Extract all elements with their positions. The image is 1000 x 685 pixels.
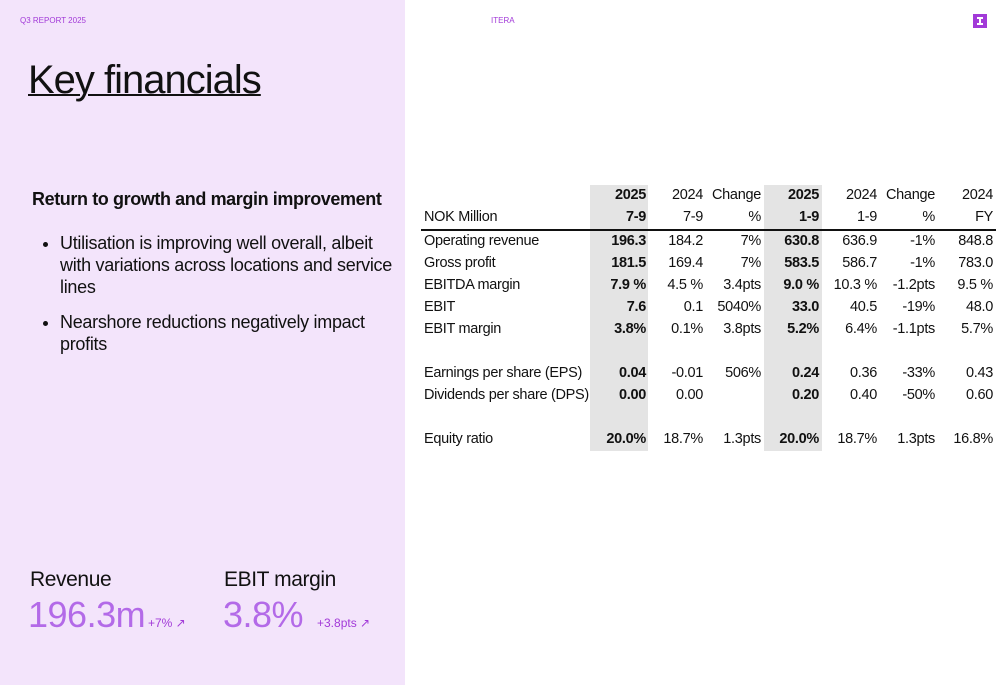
table-cell: 5.2% [787, 321, 819, 337]
table-cell: -0.01 [671, 365, 703, 381]
header-rule [421, 229, 996, 231]
title: Key financials [28, 58, 262, 102]
table-cell: 169.4 [668, 255, 703, 271]
table-cell: 9.0 % [783, 277, 819, 293]
brand: ITERA [491, 16, 515, 25]
table-cell: NOK Million [424, 209, 498, 225]
table-cell: 2024 [671, 187, 703, 203]
table-cell: 2025 [614, 187, 646, 203]
table-cell: 7.6 [626, 299, 647, 315]
table-cell: 18.7% [837, 431, 877, 447]
summary-heading: Return to growth and margin improvement [32, 189, 382, 209]
table-cell: 0.04 [618, 365, 646, 381]
table-cell: 7% [740, 255, 762, 271]
table-cell: -1.1pts [892, 321, 936, 337]
kpi-label: EBIT margin [224, 568, 336, 591]
kpi-value: 3.8% [223, 594, 304, 635]
table-cell: 0.40 [849, 387, 877, 403]
table-cell: 0.1 [683, 299, 704, 315]
left-panel [0, 0, 405, 685]
table-cell: 1.3pts [723, 431, 761, 447]
table-cell: 7-9 [625, 209, 646, 225]
table-cell: 3.8pts [723, 321, 761, 337]
table-cell: 20.0% [779, 431, 819, 447]
table-cell: 18.7% [663, 431, 703, 447]
table-cell: Equity ratio [424, 431, 493, 447]
table-cell: 10.3 % [833, 277, 878, 293]
table-cell: 3.8% [614, 321, 646, 337]
table-cell: 2024 [961, 187, 993, 203]
table-cell: 5.7% [961, 321, 993, 337]
table-cell: 7.9 % [610, 277, 646, 293]
table-cell: FY [975, 209, 993, 225]
table-cell: 848.8 [958, 233, 993, 249]
table-cell: 4.5 % [667, 277, 703, 293]
table-cell: 33.0 [791, 299, 819, 315]
table-cell: 630.8 [784, 233, 819, 249]
table-cell: 181.5 [611, 255, 646, 271]
table-cell: 1.3pts [897, 431, 935, 447]
table-cell: 0.36 [849, 365, 877, 381]
table-cell: 1-9 [856, 209, 877, 225]
table-cell: 0.24 [791, 365, 819, 381]
table-cell: Earnings per share (EPS) [424, 365, 583, 381]
kpi-value: 196.3m [28, 594, 146, 635]
table-cell: 6.4% [845, 321, 877, 337]
table-cell: 506% [725, 365, 761, 381]
table-cell: 5040% [717, 299, 761, 315]
bullet: Utilisation is improving well overall, a… [60, 232, 400, 298]
table-cell: 7-9 [682, 209, 703, 225]
table-cell: EBITDA margin [424, 277, 521, 293]
table-cell: 1-9 [798, 209, 819, 225]
table-cell: 20.0% [606, 431, 646, 447]
table-cell: 0.20 [791, 387, 819, 403]
report-label: Q3 REPORT 2025 [20, 16, 86, 25]
table-cell: Change [886, 187, 935, 203]
bullet-list: Utilisation is improving well overall, a… [32, 232, 400, 368]
table-cell: -19% [902, 299, 935, 315]
table-cell: 586.7 [842, 255, 877, 271]
table-cell: 2025 [787, 187, 819, 203]
table-cell: 3.4pts [723, 277, 761, 293]
kpi-change: +3.8pts ↗ [317, 616, 371, 630]
table-cell: 0.00 [675, 387, 703, 403]
table-cell: Change [712, 187, 761, 203]
table-cell: 636.9 [842, 233, 877, 249]
kpi-change: +7% ↗ [148, 616, 186, 630]
table-cell: EBIT [424, 299, 456, 315]
table-cell: 0.00 [618, 387, 646, 403]
bullet: Nearshore reductions negatively impact p… [60, 311, 400, 355]
table-cell: 196.3 [611, 233, 646, 249]
table-cell: 2024 [845, 187, 877, 203]
table-cell: -50% [902, 387, 935, 403]
table-cell: 0.43 [965, 365, 993, 381]
table-cell: 7% [740, 233, 762, 249]
table-cell: -1.2pts [892, 277, 936, 293]
table-cell: -1% [910, 255, 935, 271]
logo [973, 14, 987, 28]
table-cell: 40.5 [849, 299, 877, 315]
table-cell: -33% [902, 365, 935, 381]
kpi-label: Revenue [30, 568, 112, 591]
table-cell: 184.2 [668, 233, 703, 249]
table-cell: 48.0 [965, 299, 993, 315]
table-cell: Operating revenue [424, 233, 540, 249]
table-cell: 9.5 % [957, 277, 993, 293]
table-cell: 783.0 [958, 255, 993, 271]
table-cell: EBIT margin [424, 321, 502, 337]
table-cell: 583.5 [784, 255, 819, 271]
table-cell: 16.8% [953, 431, 993, 447]
table-cell: Gross profit [424, 255, 496, 271]
table-cell: % [922, 209, 935, 225]
table-cell: -1% [910, 233, 935, 249]
table-cell: % [748, 209, 761, 225]
table-cell: 0.1% [671, 321, 703, 337]
table-cell: 0.60 [965, 387, 993, 403]
table-cell: Dividends per share (DPS) [424, 387, 589, 403]
